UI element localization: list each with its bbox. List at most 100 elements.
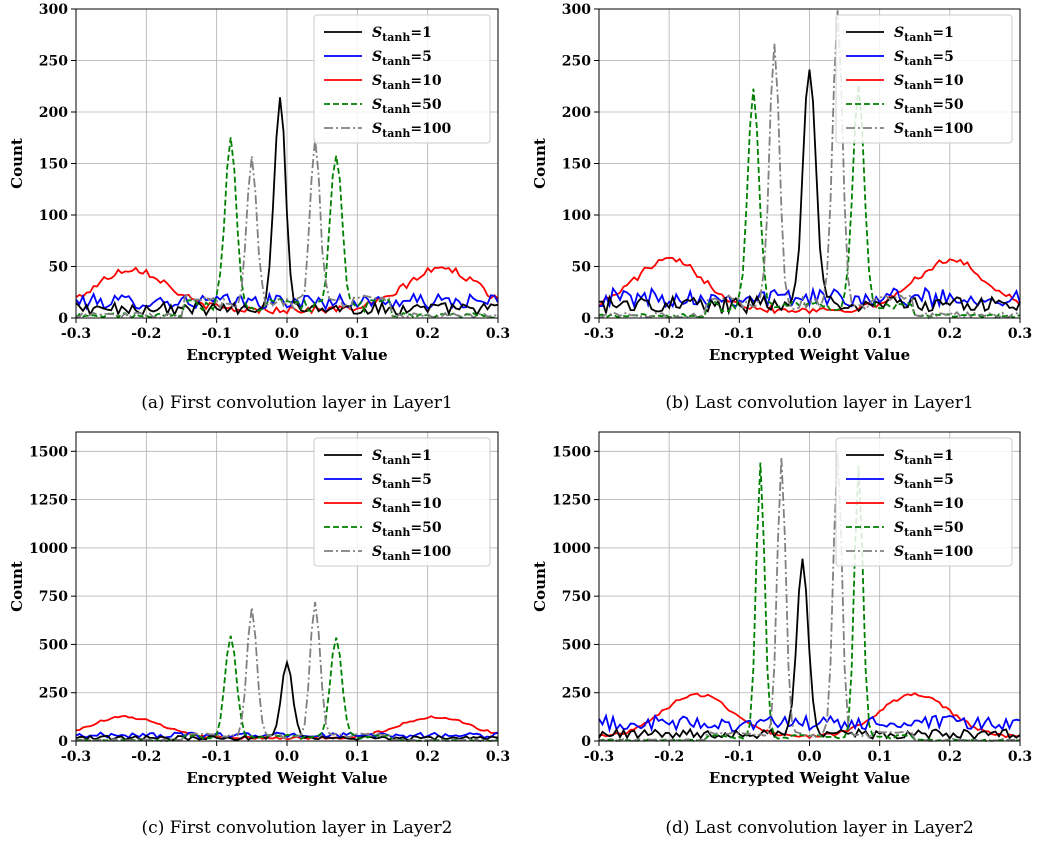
y-tick-label: 500 (39, 637, 68, 653)
legend-label-sub: tanh (904, 79, 932, 92)
legend-label-sub: tanh (382, 526, 410, 539)
legend-label: Stanh=1 (372, 448, 432, 467)
series-line-s1 (598, 69, 1021, 317)
y-tick-label: 0 (58, 311, 68, 327)
y-axis-label: Count (531, 561, 549, 612)
legend-label-base: S (894, 496, 904, 512)
y-tick-label: 0 (581, 734, 591, 750)
x-tick-label: 0.1 (867, 749, 891, 765)
legend-label-value: =1 (410, 448, 431, 464)
x-axis-label: Encrypted Weight Value (186, 769, 387, 787)
legend-label-sub: tanh (382, 550, 410, 563)
y-tick-label: 50 (572, 260, 592, 276)
legend-label: Stanh=100 (372, 544, 452, 563)
legend-label-value: =10 (932, 496, 963, 512)
legend-label-base: S (372, 121, 382, 137)
legend-label-base: S (894, 25, 904, 41)
y-tick-label: 250 (562, 54, 591, 70)
legend-label-base: S (894, 73, 904, 89)
y-axis-label: Count (531, 138, 549, 189)
legend-label-value: =5 (932, 472, 953, 488)
series-line-s5 (598, 713, 1021, 734)
y-tick-label: 1500 (552, 444, 591, 460)
y-tick-label: 300 (39, 2, 68, 18)
chart-panel-c: -0.3 -0.2 -0.1 0.0 0.1 0.2 0.3 0 250 500 750 1000 12… (8, 431, 510, 787)
legend-label-value: =100 (932, 544, 973, 560)
legend-label-base: S (894, 472, 904, 488)
legend-label-base: S (372, 544, 382, 560)
x-tick-label: -0.2 (654, 326, 684, 342)
y-tick-label: 750 (39, 589, 68, 605)
x-axis-label: Encrypted Weight Value (709, 769, 910, 787)
x-tick-label: 0.0 (275, 749, 300, 765)
x-tick-label: -0.3 (584, 326, 614, 342)
series-line-s10 (75, 266, 499, 315)
chart-panel-a: -0.3 -0.2 -0.1 0.0 0.1 0.2 0.3 0 50 100 150 200 250 3… (8, 2, 510, 364)
legend-label-value: =1 (932, 25, 953, 41)
y-tick-label: 1250 (552, 493, 591, 509)
legend-box (313, 437, 491, 567)
legend-label-value: =50 (932, 97, 963, 113)
legend-label-sub: tanh (382, 79, 410, 92)
x-tick-label: -0.2 (131, 326, 161, 342)
x-axis-label: Encrypted Weight Value (186, 346, 387, 364)
series-line-s5 (598, 286, 1021, 311)
legend-label-value: =10 (410, 73, 441, 89)
legend-label-base: S (372, 25, 382, 41)
legend-label-base: S (894, 97, 904, 113)
x-tick-label: 0.2 (415, 749, 439, 765)
y-tick-label: 1250 (29, 493, 68, 509)
y-tick-label: 250 (39, 686, 68, 702)
legend-label-value: =100 (410, 121, 451, 137)
x-tick-label: 0.3 (486, 749, 510, 765)
panel-caption: (a) First convolution layer in Layer1 (141, 393, 453, 413)
legend-label-value: =100 (932, 121, 973, 137)
legend-label: Stanh=50 (894, 97, 964, 116)
legend-label-sub: tanh (382, 31, 410, 44)
y-tick-label: 500 (562, 637, 591, 653)
series-line-s100 (598, 452, 1021, 742)
series-line-s1 (75, 97, 499, 318)
legend-label-value: =10 (410, 496, 441, 512)
legend-label-value: =5 (932, 49, 953, 65)
legend-label-sub: tanh (904, 550, 932, 563)
legend-label: Stanh=10 (372, 496, 442, 515)
legend-label-sub: tanh (382, 103, 410, 116)
legend-label-base: S (894, 520, 904, 536)
legend-label: Stanh=50 (372, 520, 442, 539)
series-line-s10 (598, 692, 1021, 740)
y-tick-label: 1000 (29, 541, 68, 557)
x-tick-label: -0.1 (724, 326, 754, 342)
legend-label-sub: tanh (904, 127, 932, 140)
y-axis-label: Count (8, 561, 26, 612)
legend-label-base: S (894, 49, 904, 65)
y-tick-label: 150 (562, 157, 591, 173)
x-tick-label: -0.1 (202, 326, 232, 342)
x-tick-label: -0.1 (202, 749, 232, 765)
y-tick-label: 1500 (29, 444, 68, 460)
legend-label-value: =50 (932, 520, 963, 536)
legend-label-base: S (372, 97, 382, 113)
x-tick-label: 0.2 (938, 326, 962, 342)
legend-label-base: S (894, 448, 904, 464)
legend-label: Stanh=50 (894, 520, 964, 539)
legend-label: Stanh=5 (372, 49, 432, 68)
x-tick-label: -0.3 (61, 326, 91, 342)
x-tick-label: 0.3 (486, 326, 510, 342)
legend-label-value: =50 (410, 520, 441, 536)
x-tick-label: -0.2 (654, 749, 684, 765)
chart-panel-d: -0.3 -0.2 -0.1 0.0 0.1 0.2 0.3 0 250 500 750 1000 12… (531, 431, 1032, 787)
legend-label-sub: tanh (904, 502, 932, 515)
y-tick-label: 150 (39, 157, 68, 173)
x-tick-label: 0.0 (797, 326, 822, 342)
series-line-s1 (598, 558, 1021, 741)
legend-label: Stanh=1 (372, 25, 432, 44)
x-tick-label: -0.2 (131, 749, 161, 765)
legend-label: Stanh=100 (372, 121, 452, 140)
x-tick-label: 0.1 (867, 326, 891, 342)
legend-label-sub: tanh (382, 55, 410, 68)
legend-label-base: S (372, 49, 382, 65)
legend-label-sub: tanh (904, 454, 932, 467)
